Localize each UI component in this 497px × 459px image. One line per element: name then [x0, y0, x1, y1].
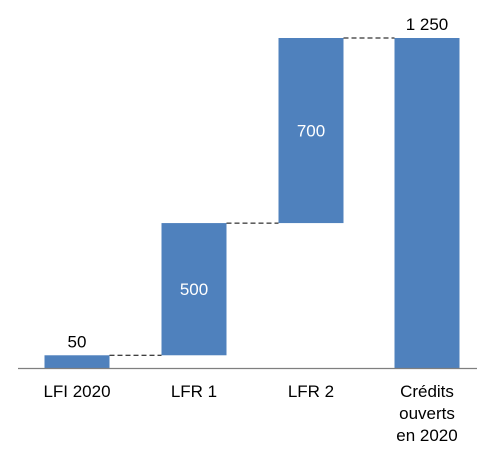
data-label-2: 500 — [180, 280, 208, 299]
bar-1 — [44, 355, 110, 369]
data-label-3: 700 — [297, 122, 325, 141]
data-label-1: 50 — [68, 332, 87, 351]
bar-2 — [161, 223, 227, 356]
bars — [44, 38, 460, 369]
data-labels: 50 500 700 1 250 — [68, 15, 449, 351]
bar-4 — [394, 38, 460, 369]
connectors — [109, 37, 395, 356]
x-tick-label-2: LFR 1 — [171, 382, 217, 401]
x-tick-labels: LFI 2020 LFR 1 LFR 2 Crédits ouverts en 2020 — [43, 382, 457, 445]
bar-3 — [278, 38, 344, 224]
x-tick-label-1: LFI 2020 — [43, 382, 110, 401]
x-tick-label-4: Crédits ouverts en 2020 — [396, 382, 457, 445]
x-tick-label-3: LFR 2 — [288, 382, 334, 401]
data-label-4: 1 250 — [406, 15, 449, 34]
